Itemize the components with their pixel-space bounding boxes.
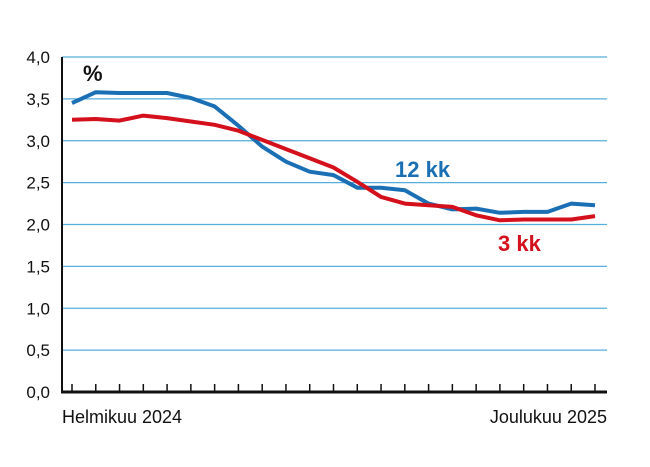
y-tick-label: 2,0 (26, 216, 50, 235)
y-tick-label: 3,5 (26, 90, 50, 109)
unit-label: % (83, 61, 103, 86)
y-tick-label: 1,5 (26, 257, 50, 276)
y-tick-label: 0,5 (26, 341, 50, 360)
series-label-3kk: 3 kk (498, 231, 542, 256)
x-axis-end-label: Joulukuu 2025 (490, 407, 607, 427)
y-tick-label: 4,0 (26, 48, 50, 67)
x-axis-start-label: Helmikuu 2024 (62, 407, 182, 427)
y-axis-tick-labels: 0,0 0,5 1,0 1,5 2,0 2,5 3,0 3,5 4,0 (26, 48, 50, 402)
y-tick-label: 1,0 (26, 299, 50, 318)
series-line-3kk (71, 113, 596, 223)
y-tick-label: 0,0 (26, 383, 50, 402)
y-tick-label: 2,5 (26, 174, 50, 193)
series-lines (71, 90, 596, 223)
y-tick-label: 3,0 (26, 132, 50, 151)
axes (61, 57, 607, 394)
gridlines (62, 56, 607, 351)
series-label-12kk: 12 kk (395, 157, 451, 182)
series-line-12kk (71, 90, 596, 215)
